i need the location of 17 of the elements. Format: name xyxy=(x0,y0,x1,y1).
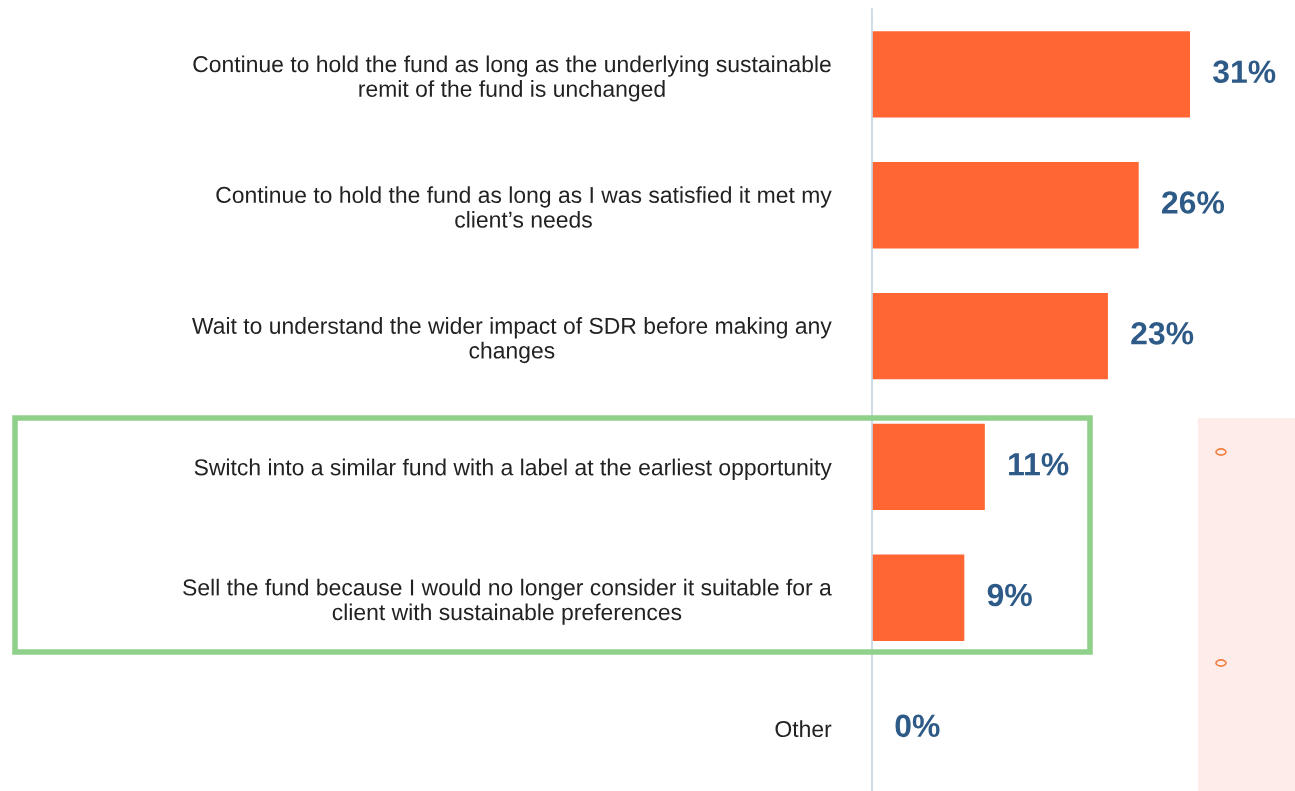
y-tick-label: Switch into a similar fund with a label at the earliest opportunity xyxy=(194,458,832,480)
bar xyxy=(872,423,985,511)
y-tick-label: Wait to understand the wider impact of SDR before making any changes xyxy=(192,317,832,364)
data-label: 26% xyxy=(1162,191,1225,214)
y-tick-label: Continue to hold the fund as long as the underlying sustainable remit of the fund is unchanged xyxy=(193,55,831,102)
bar xyxy=(872,292,1108,380)
data-label: 23% xyxy=(1131,322,1194,345)
data-label: 9% xyxy=(987,583,1032,607)
bar xyxy=(872,162,1139,249)
y-tick-label: Sell the fund because I would no longer consider it suitable for a client with sustainable preferences xyxy=(183,578,832,625)
y-tick-label: Continue to hold the fund as long as I was satisfied it met my client’s needs xyxy=(216,186,832,228)
bar xyxy=(872,31,1190,118)
data-label: 31% xyxy=(1212,60,1276,84)
y-tick-label: Other xyxy=(775,720,832,738)
data-label: 11% xyxy=(1009,452,1069,476)
bar xyxy=(872,554,965,641)
data-label: 0% xyxy=(895,714,940,738)
